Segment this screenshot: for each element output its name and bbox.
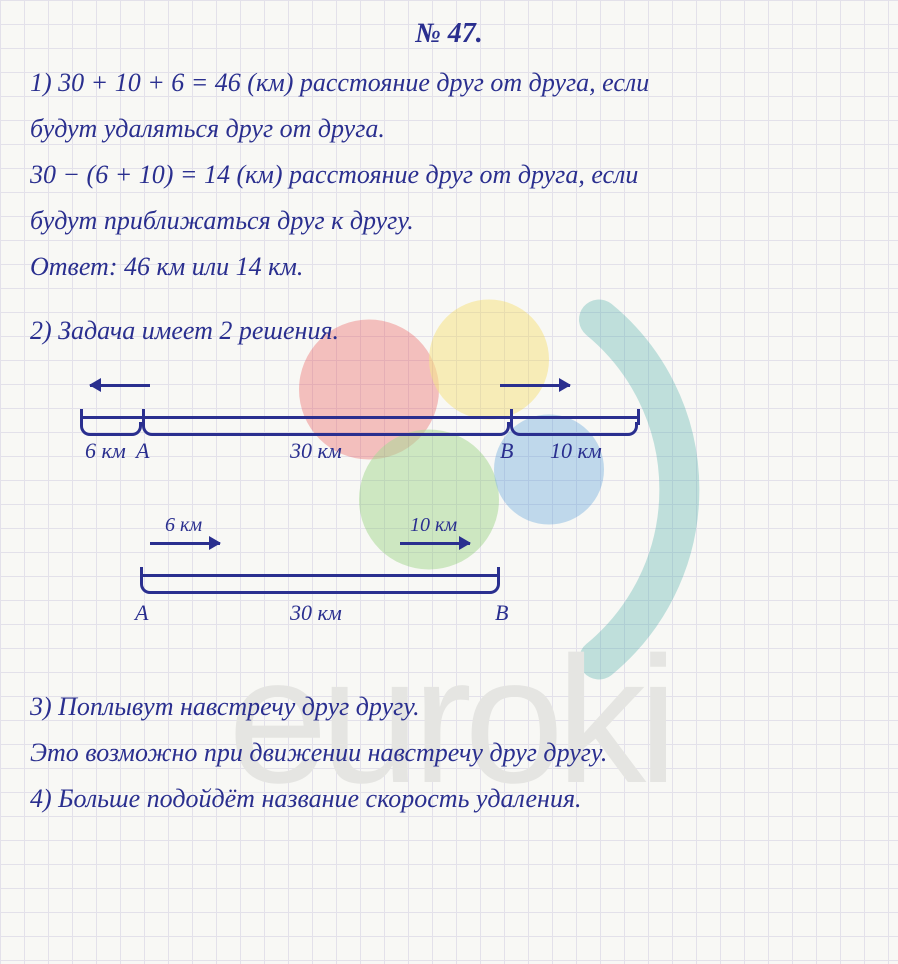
d1-mid-dist: 30 км xyxy=(290,438,342,464)
d1-pointB: B xyxy=(500,438,513,464)
d1-right-dist: 10 км xyxy=(550,438,602,464)
handwritten-content: № 47. 1) 30 + 10 + 6 = 46 (км) расстояни… xyxy=(0,0,898,840)
solution-line-1: 1) 30 + 10 + 6 = 46 (км) расстояние друг… xyxy=(30,60,868,106)
d2-pointB: B xyxy=(495,600,508,626)
part2-line: 2) Задача имеет 2 решения. xyxy=(30,308,868,354)
diagram-1: 6 км A 30 км B 10 км xyxy=(80,374,868,504)
d2-pointA: A xyxy=(135,600,148,626)
solution-line-3: 30 − (6 + 10) = 14 (км) расстояние друг … xyxy=(30,152,868,198)
solution-line-4: будут приближаться друг к другу. xyxy=(30,198,868,244)
part4-line: 4) Больше подойдёт название скорость уда… xyxy=(30,776,868,822)
diagram-2: 6 км 10 км A 30 км B xyxy=(120,534,868,664)
part3-line2: Это возможно при движении навстречу друг… xyxy=(30,730,868,776)
d2-right-dist-top: 10 км xyxy=(410,514,457,537)
d1-pointA: A xyxy=(136,438,149,464)
answer-line: Ответ: 46 км или 14 км. xyxy=(30,244,868,290)
solution-line-2: будут удаляться друг от друга. xyxy=(30,106,868,152)
d2-left-dist-top: 6 км xyxy=(165,514,202,537)
part3-line1: 3) Поплывут навстречу друг другу. xyxy=(30,684,868,730)
problem-number: № 47. xyxy=(30,18,868,50)
d1-left-dist: 6 км xyxy=(85,438,126,464)
d2-mid-dist: 30 км xyxy=(290,600,342,626)
